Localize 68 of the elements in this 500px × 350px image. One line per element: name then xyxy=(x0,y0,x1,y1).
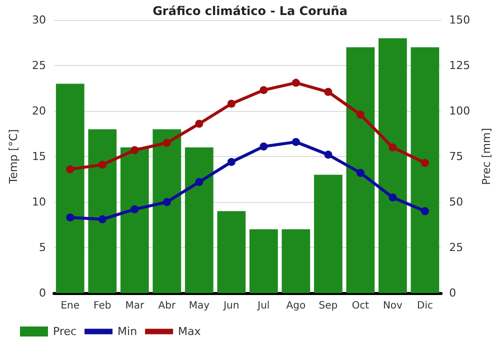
y-tick-label: 30 xyxy=(32,14,46,26)
bar xyxy=(249,229,278,293)
x-tick-label: Jun xyxy=(222,300,240,312)
x-tick-label: Oct xyxy=(352,300,370,312)
point xyxy=(130,146,139,154)
y-tick-label: 25 xyxy=(32,59,46,72)
y2-tick-label: 75 xyxy=(449,150,464,163)
y2-tick-label: 50 xyxy=(449,196,464,208)
x-tick-label: Ago xyxy=(286,300,306,312)
point xyxy=(420,158,429,167)
y-axis-title: Temp [°C] xyxy=(7,129,20,185)
y2-tick-label: 150 xyxy=(449,14,470,26)
x-tick-label: May xyxy=(188,300,210,312)
x-tick-label: Abr xyxy=(158,300,176,312)
bar xyxy=(314,174,342,293)
point xyxy=(292,78,300,87)
bar xyxy=(346,47,375,293)
y-tick-label: 20 xyxy=(32,104,46,118)
point xyxy=(227,100,236,108)
point xyxy=(162,198,171,206)
bar xyxy=(378,38,407,293)
point xyxy=(227,158,236,166)
point xyxy=(420,207,429,216)
point xyxy=(388,143,397,152)
point xyxy=(66,213,74,222)
point xyxy=(324,150,332,159)
point xyxy=(66,165,74,174)
bar xyxy=(410,47,440,293)
y-tick-label: 0 xyxy=(39,286,46,300)
bar xyxy=(282,229,310,293)
point xyxy=(98,215,106,224)
point xyxy=(195,178,204,186)
point xyxy=(260,142,268,150)
y2-tick-label: 125 xyxy=(449,59,470,72)
point xyxy=(388,193,397,202)
bar xyxy=(88,129,117,293)
bar xyxy=(184,147,214,293)
x-tick-label: Ene xyxy=(60,300,80,312)
bar xyxy=(217,211,246,293)
x-tick-label: Sep xyxy=(318,300,338,312)
y-tick-label: 10 xyxy=(32,196,46,208)
y2-tick-label: 100 xyxy=(449,104,470,118)
x-tick-label: Mar xyxy=(125,300,145,312)
point xyxy=(292,138,300,146)
point xyxy=(356,110,364,119)
y2-axis-title: Prec [mm] xyxy=(480,128,493,186)
x-tick-label: Dic xyxy=(416,300,433,312)
point xyxy=(260,86,268,94)
legend-label: Min xyxy=(118,325,138,338)
bar xyxy=(152,129,182,293)
y2-tick-label: 25 xyxy=(449,241,464,254)
point xyxy=(356,168,364,177)
point xyxy=(324,88,332,96)
legend-label: Max xyxy=(178,325,202,338)
y2-tick-label: 0 xyxy=(449,286,456,300)
point xyxy=(195,120,204,128)
y-tick-label: 5 xyxy=(39,241,46,254)
chart-title: Gráfico climático - La Coruña xyxy=(152,4,348,18)
x-tick-label: Feb xyxy=(94,300,112,312)
legend-label: Prec xyxy=(53,325,77,338)
x-tick-label: Nov xyxy=(382,300,403,312)
point xyxy=(130,205,139,214)
bar xyxy=(56,84,84,293)
bar xyxy=(120,147,149,293)
y-tick-label: 15 xyxy=(32,150,46,163)
point xyxy=(162,138,171,147)
point xyxy=(98,160,106,169)
x-tick-label: Jul xyxy=(256,300,270,312)
